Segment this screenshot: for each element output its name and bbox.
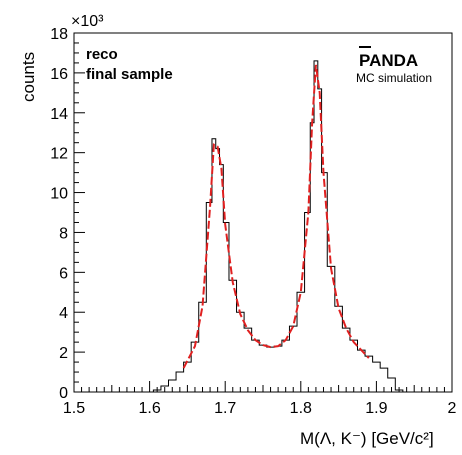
fit-curve-series [182,64,370,369]
tick-labels: 1.5 1.6 1.7 1.8 1.9 2 0 2 4 6 8 10 12 14 16 18 [50,26,456,417]
y-tick-label: 8 [59,225,68,242]
y-tick-label: 18 [50,26,68,43]
x-tick-label: 1.6 [138,400,160,417]
y-tick-label: 6 [59,265,68,282]
y-tick-label: 16 [50,66,68,83]
x-tick-label: 1.9 [365,400,387,417]
y-tick-label: 0 [59,385,68,402]
x-tick-label: 2 [448,400,457,417]
panda-logo-text: PANDA [359,51,418,70]
x-tick-label: 1.7 [214,400,236,417]
histogram-series [152,60,404,392]
mc-simulation-label: MC simulation [356,71,432,85]
y-tick-label: 4 [59,305,68,322]
annotation-final-sample: final sample [86,66,173,83]
y-tick-label: 12 [50,146,68,163]
annotation-reco: reco [86,46,118,63]
x-tick-label: 1.5 [63,400,85,417]
x-tick-label: 1.8 [290,400,312,417]
axis-ticks [73,32,453,393]
series-layer [152,60,404,392]
y-tick-label: 10 [50,186,68,203]
y-tick-label: 2 [59,345,68,362]
y-tick-label: 14 [50,106,68,123]
plot-frame [73,32,453,393]
y-multiplier-label: ×10³ [71,13,104,30]
x-axis-title: M(Λ, K⁻) [GeV/c²] [300,429,434,448]
y-axis-title: counts [19,52,38,102]
plot-area-frame [73,32,453,393]
